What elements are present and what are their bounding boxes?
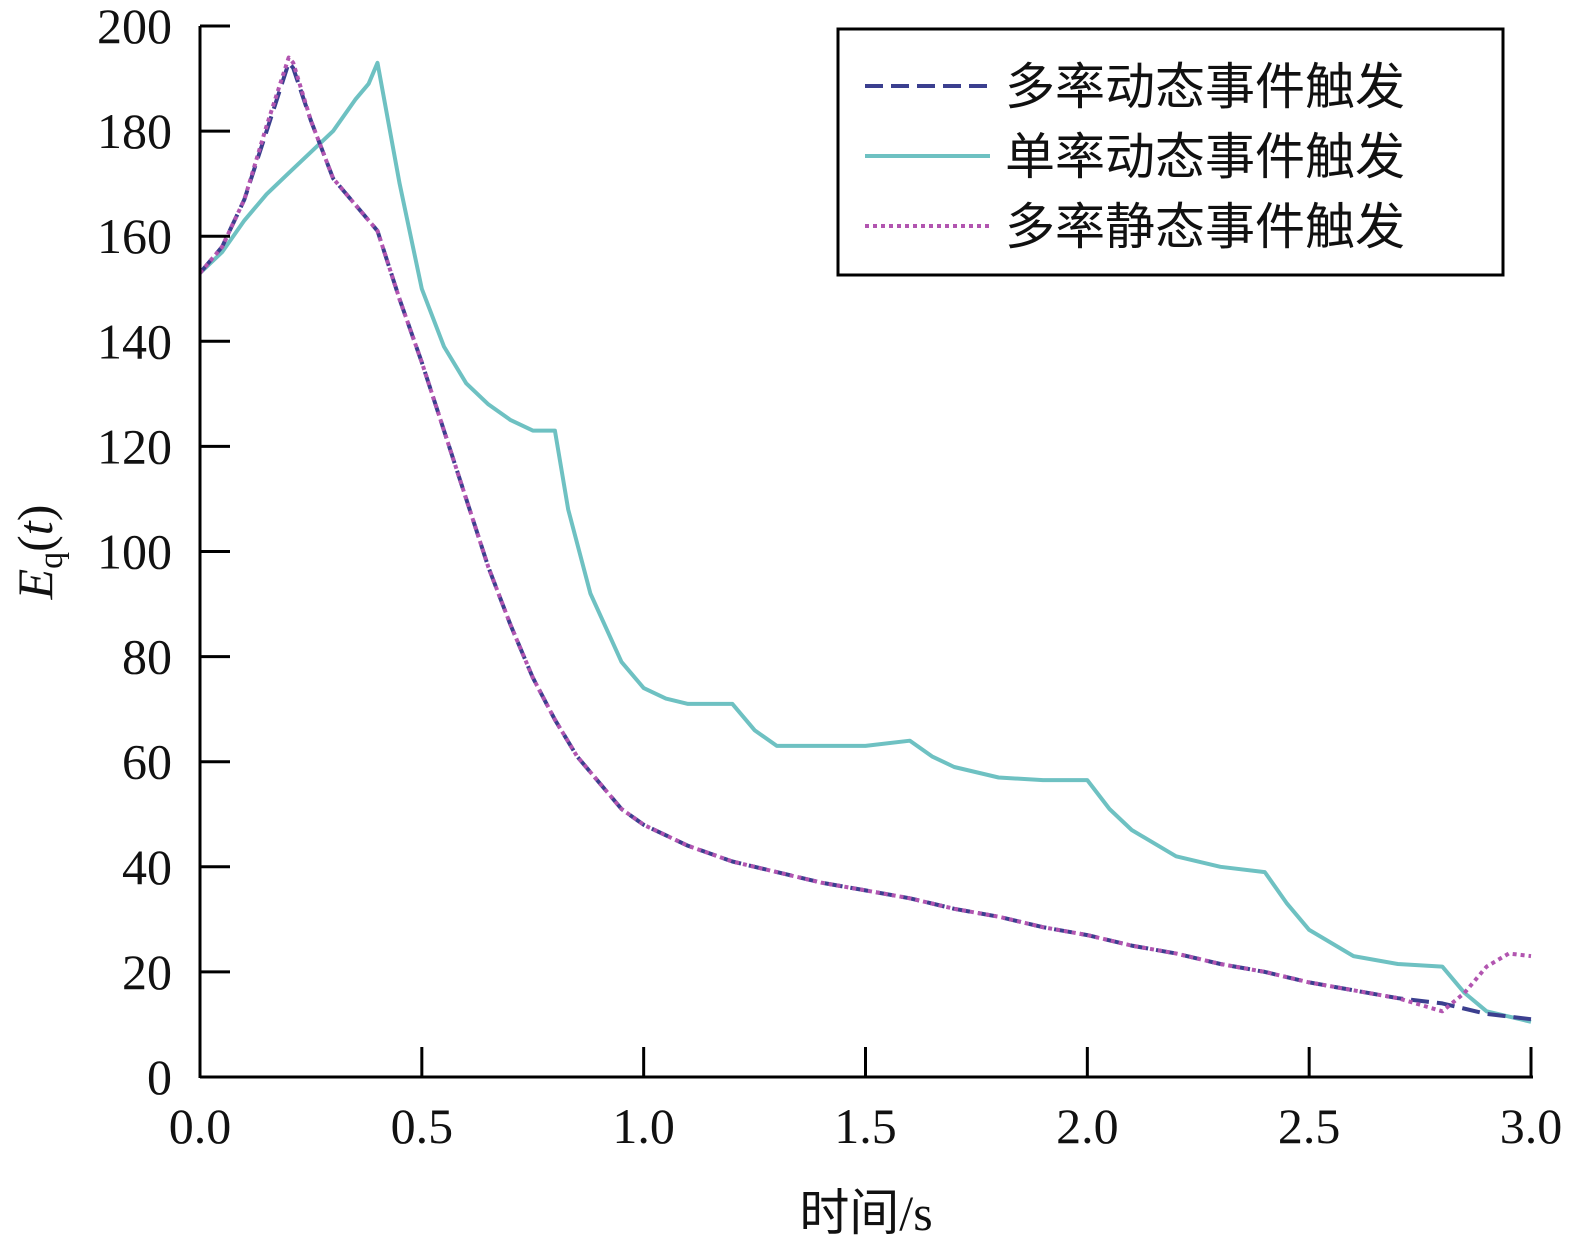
y-tick-label: 120 bbox=[97, 418, 172, 474]
x-tick-label: 0.5 bbox=[391, 1098, 454, 1154]
legend-label: 单率动态事件触发 bbox=[1005, 128, 1405, 186]
y-tick-label: 80 bbox=[122, 629, 172, 685]
series-layer bbox=[198, 55, 1532, 1024]
x-tick-label: 1.0 bbox=[612, 1098, 675, 1154]
y-tick-label: 100 bbox=[97, 524, 172, 580]
y-tick-label: 140 bbox=[97, 313, 172, 369]
x-tick-label: 1.5 bbox=[834, 1098, 897, 1154]
y-tick-label: 200 bbox=[97, 0, 172, 54]
x-ticks: 0.0 0.5 1.0 1.5 2.0 2.5 3.0 bbox=[169, 1047, 1563, 1154]
legend-label: 多率静态事件触发 bbox=[1005, 198, 1405, 256]
y-tick-label: 0 bbox=[147, 1049, 172, 1105]
y-tick-label: 160 bbox=[97, 208, 172, 264]
legend-box bbox=[836, 27, 1505, 277]
y-tick-label: 20 bbox=[122, 944, 172, 1000]
x-tick-label: 0.0 bbox=[169, 1098, 232, 1154]
y-axis-title-base: E bbox=[7, 569, 63, 601]
y-tick-label: 180 bbox=[97, 103, 172, 159]
y-tick-label: 40 bbox=[122, 839, 172, 895]
series-line-3 bbox=[198, 55, 1532, 1014]
y-axis-title-close: ) bbox=[7, 505, 63, 522]
y-axis-title-open: ( bbox=[7, 535, 63, 552]
y-axis-title-arg: t bbox=[7, 520, 63, 535]
series-line-2 bbox=[198, 60, 1532, 1024]
y-axis-title-sub: q bbox=[33, 552, 70, 569]
legend-label: 多率动态事件触发 bbox=[1005, 58, 1405, 116]
y-ticks: 0 20 40 60 80 100 120 140 160 180 200 bbox=[97, 0, 230, 1105]
x-axis-title: 时间/s bbox=[799, 1185, 932, 1241]
y-tick-label: 60 bbox=[122, 734, 172, 790]
x-tick-label: 2.0 bbox=[1056, 1098, 1119, 1154]
x-tick-label: 2.5 bbox=[1278, 1098, 1341, 1154]
y-axis-title: Eq(t) bbox=[7, 505, 70, 601]
x-tick-label: 3.0 bbox=[1500, 1098, 1563, 1154]
